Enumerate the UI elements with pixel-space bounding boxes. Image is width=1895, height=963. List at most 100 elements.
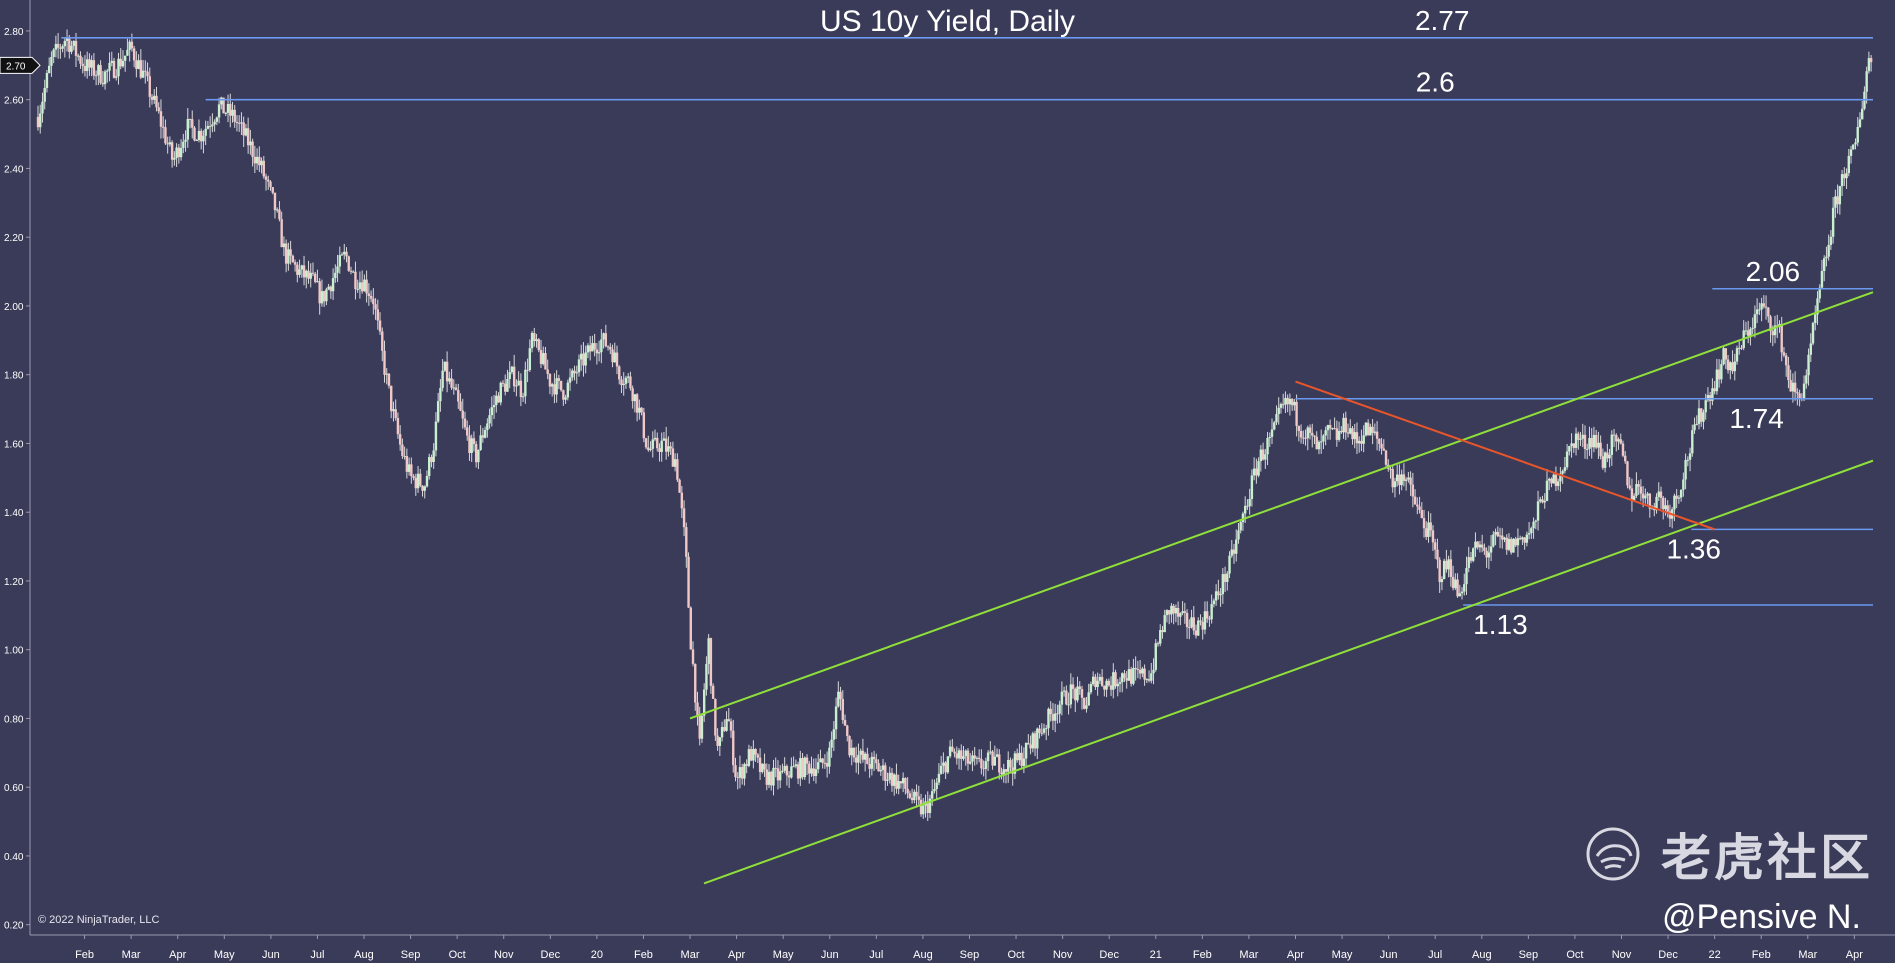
candle-body xyxy=(1154,643,1157,670)
candle-body xyxy=(1831,207,1835,237)
candle-body xyxy=(432,450,435,462)
candle-body xyxy=(1203,611,1207,630)
horizontal-levels: 2.77 2.6 2.06 1.74 1.36 1.13 xyxy=(61,5,1873,640)
candle-body xyxy=(211,124,214,127)
candle-body xyxy=(314,273,317,282)
candle-body xyxy=(173,157,176,160)
candle-body xyxy=(772,767,775,786)
candle-body xyxy=(240,122,243,124)
candle-body xyxy=(253,156,257,164)
candle-body xyxy=(284,243,288,264)
candle-body xyxy=(626,376,630,378)
candle-body xyxy=(468,435,471,454)
candle-body xyxy=(1228,555,1231,574)
candle-body xyxy=(1366,422,1370,436)
candle-body xyxy=(412,476,415,478)
candle-body xyxy=(184,139,187,142)
trend-lines xyxy=(689,291,1874,885)
candle-body xyxy=(72,40,75,46)
candle-body xyxy=(512,366,516,387)
candle-body xyxy=(213,121,216,125)
candle-body xyxy=(231,109,234,116)
candle-body xyxy=(1586,448,1589,450)
candle-body xyxy=(1657,491,1660,497)
candle-body xyxy=(197,130,201,141)
candle-body xyxy=(345,251,348,257)
candle-body xyxy=(1675,495,1678,499)
candle-body xyxy=(1241,513,1245,523)
candle-body xyxy=(566,382,570,398)
candle-body xyxy=(521,396,525,398)
candle-body xyxy=(1123,673,1126,679)
candle-body xyxy=(1610,434,1614,455)
x-tick-label: Feb xyxy=(1193,949,1212,961)
x-tick-label: 22 xyxy=(1709,949,1721,961)
y-tick-label: 2.20 xyxy=(4,233,24,244)
y-tick-label: 2.80 xyxy=(4,27,24,38)
candle-body xyxy=(1847,155,1850,174)
candle-body xyxy=(191,119,194,128)
candle-body xyxy=(957,750,961,759)
candle-body xyxy=(526,369,529,371)
candle-body xyxy=(1156,643,1160,645)
candle-body xyxy=(1018,752,1021,761)
candle-body xyxy=(249,141,252,146)
candle-body xyxy=(1107,680,1111,686)
candle-body xyxy=(251,141,254,157)
candle-body xyxy=(510,366,514,373)
candle-body xyxy=(1015,753,1019,761)
candle-body xyxy=(1286,397,1289,405)
candle-body xyxy=(971,755,974,762)
candle-body xyxy=(537,339,540,351)
candle-body xyxy=(872,756,876,760)
candle-body xyxy=(1333,428,1336,430)
candle-body xyxy=(557,378,561,381)
candle-body xyxy=(1641,493,1645,499)
candle-body xyxy=(1487,552,1491,558)
candle-body xyxy=(327,286,330,290)
candle-body xyxy=(1746,330,1750,336)
candle-body xyxy=(863,753,867,760)
candle-body xyxy=(783,765,786,771)
candle-body xyxy=(1460,591,1464,594)
candle-body xyxy=(88,59,91,68)
candle-body xyxy=(79,55,82,64)
candle-body xyxy=(1351,428,1354,440)
candle-body xyxy=(1413,496,1417,505)
candle-body xyxy=(859,750,862,755)
candle-body xyxy=(282,243,286,248)
candle-body xyxy=(36,116,40,128)
watermark: 老虎社区 xyxy=(1585,818,1873,890)
candle-body xyxy=(43,87,46,102)
candle-body xyxy=(445,361,449,382)
candle-body xyxy=(1539,499,1542,502)
candle-body xyxy=(984,761,988,769)
candle-body xyxy=(1570,443,1573,447)
candle-body xyxy=(1391,469,1394,488)
candle-body xyxy=(461,410,464,419)
candle-body xyxy=(910,797,914,801)
candle-body xyxy=(702,689,706,716)
candle-body xyxy=(421,485,424,491)
candle-body xyxy=(1335,428,1339,440)
candle-body xyxy=(1686,459,1690,461)
candle-body xyxy=(1507,538,1511,550)
candle-body xyxy=(1293,401,1296,406)
candle-body xyxy=(928,798,932,814)
candle-body xyxy=(383,350,386,375)
candle-body xyxy=(1494,531,1497,535)
candle-body xyxy=(727,719,730,722)
candle-body xyxy=(217,104,221,118)
candle-body xyxy=(92,60,96,76)
candle-body xyxy=(1080,689,1084,698)
candle-body xyxy=(318,281,321,304)
x-tick-label: Dec xyxy=(1658,949,1678,961)
candle-body xyxy=(729,721,733,731)
candle-body xyxy=(340,254,344,256)
candle-body xyxy=(738,767,742,778)
candle-body xyxy=(1818,287,1821,299)
x-tick-label: Jun xyxy=(821,949,839,961)
candle-body xyxy=(481,435,485,438)
candle-body xyxy=(939,765,943,774)
candle-body xyxy=(1136,669,1140,671)
